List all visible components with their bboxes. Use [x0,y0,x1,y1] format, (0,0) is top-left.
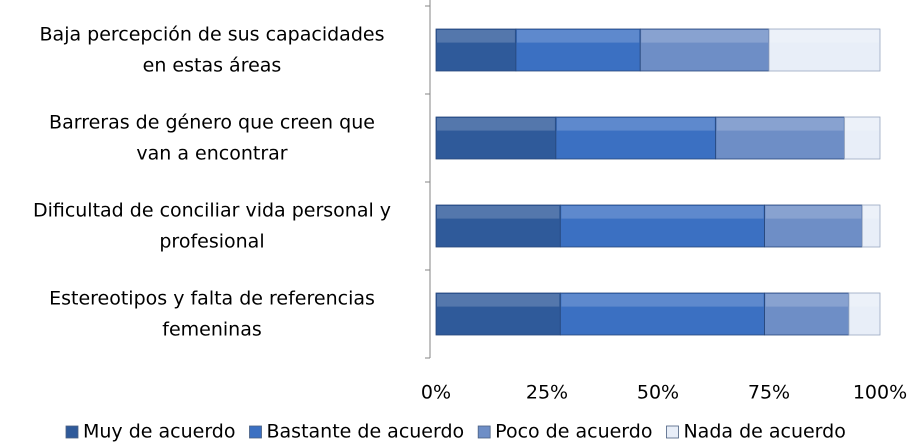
x-tick-label: 100% [853,382,907,404]
bar-segment [435,28,517,72]
bar-segment [435,116,557,160]
legend-swatch [666,425,679,439]
bar-segment [555,116,717,160]
bar-segment [559,204,765,248]
x-tick-label: 25% [526,382,568,404]
bar-shine [716,118,844,131]
bar-segment [559,292,765,336]
bar-segment [764,204,863,248]
bar-segment [435,204,561,248]
category-label: Estereotipos y falta de referencias femen… [49,287,375,340]
x-tick-label: 50% [637,382,679,404]
bar-shine [641,30,768,43]
bar-segment [764,292,850,336]
x-tick-label: 75% [748,382,790,404]
bar-shine [437,30,515,43]
legend-swatch [477,425,491,439]
legend-label: Poco de acuerdo [495,421,652,443]
bar-segment [844,116,881,160]
bar-shine [561,206,764,219]
bar-shine [437,206,560,219]
bar-segment [848,292,881,336]
bar-shine [561,294,764,307]
bar-segment [768,28,881,72]
legend-label: Muy de acuerdo [83,421,236,443]
legend-label: Bastante de acuerdo [267,421,465,443]
bar-shine [516,30,640,43]
bar-segment [861,204,881,248]
legend-label: Nada de acuerdo [683,421,845,443]
bar-shine [770,30,879,43]
category-label: Barreras de género que creen que van a en… [49,111,375,164]
bar-shine [863,206,879,219]
bar-shine [437,118,555,131]
legend-swatch [65,425,79,439]
bar-shine [556,118,715,131]
bar-segment [715,116,845,160]
bar-shine [845,118,879,131]
x-tick-label: 0% [421,382,451,404]
bar-shine [849,294,879,307]
bar-shine [437,294,560,307]
bar-shine [765,294,848,307]
legend-swatch [249,425,262,439]
bar-shine [765,206,862,219]
category-label: Baja percepción de sus capacidades en est… [40,23,385,76]
